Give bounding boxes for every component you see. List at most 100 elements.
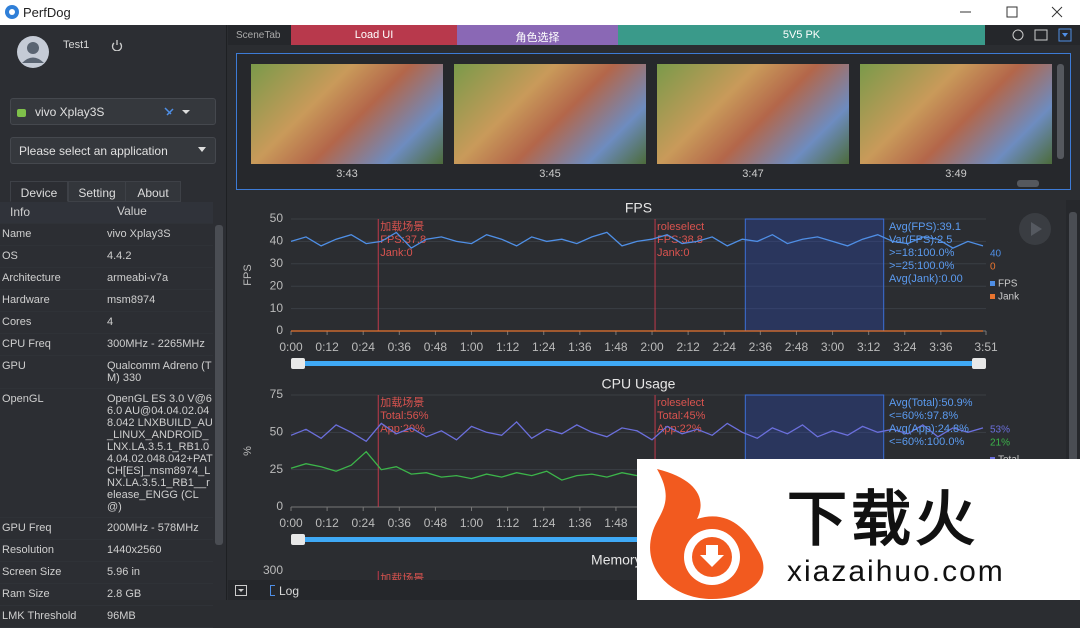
x-tick-label: 0:48 (424, 516, 448, 530)
marker-label: roleselect (657, 397, 704, 409)
info-row: Ram Size 2.8 GB (0, 584, 213, 606)
stat-label: >=18:100.0% (889, 247, 955, 259)
x-tick-label: 0:24 (352, 340, 376, 354)
x-tick-label: 0:24 (352, 516, 376, 530)
scene-tab[interactable]: 角色选择 (457, 25, 618, 45)
x-tick-label: 2:24 (713, 340, 737, 354)
device-name: vivo Xplay3S (35, 105, 105, 119)
x-tick-label: 0:36 (388, 340, 412, 354)
marker-label: 加载场景 (380, 219, 424, 233)
series-line (290, 420, 984, 443)
thumbnail[interactable] (251, 64, 443, 164)
x-tick-label: 2:00 (640, 340, 664, 354)
x-tick-label: 3:51 (974, 340, 998, 354)
thumbnail-time: 3:47 (742, 168, 764, 180)
info-key: GPU (2, 360, 26, 372)
info-value: 5.96 in (107, 566, 141, 578)
power-button[interactable] (111, 39, 123, 51)
y-axis-label: % (242, 446, 254, 456)
toolbar-icons[interactable] (1008, 27, 1078, 43)
info-row: Resolution 1440x2560 (0, 540, 213, 562)
info-value: Qualcomm Adreno (TM) 330 (107, 360, 212, 384)
y-tick-label: 25 (270, 462, 284, 476)
app-select[interactable]: Please select an application (10, 137, 216, 164)
scene-tab[interactable]: Load UI (291, 25, 457, 45)
info-key: Ram Size (2, 588, 50, 600)
device-select[interactable]: vivo Xplay3S (10, 98, 216, 125)
thumbnail[interactable] (454, 64, 646, 164)
title-bar: PerfDog (0, 0, 1080, 25)
time-slider[interactable] (296, 361, 981, 366)
info-value: OpenGL ES 3.0 V@66.0 AU@04.04.02.048.042… (107, 393, 213, 513)
info-row: GPU Qualcomm Adreno (TM) 330 (0, 356, 213, 389)
x-tick-label: 0:36 (388, 516, 412, 530)
marker-label: Jank:0 (657, 247, 689, 259)
screenshot-strip: 3:43 3:45 3:47 3:49 (236, 53, 1071, 190)
stat-label: <=60%:97.8% (889, 410, 958, 422)
x-tick-label: 1:48 (604, 516, 628, 530)
y-tick-label: 0 (276, 323, 283, 337)
y-tick-label: 30 (270, 256, 284, 270)
y-tick-label: 50 (270, 425, 284, 439)
scene-tab[interactable]: 5V5 PK (618, 25, 985, 45)
slider-handle[interactable] (972, 358, 986, 369)
info-key: Screen Size (2, 566, 62, 578)
marker-label: Total:56% (380, 410, 429, 422)
x-tick-label: 1:48 (604, 340, 628, 354)
info-key: Resolution (2, 544, 54, 556)
x-tick-label: 0:12 (315, 340, 339, 354)
info-row: Architecture armeabi-v7a (0, 268, 213, 290)
scrollbar[interactable] (215, 225, 223, 545)
thumbnail[interactable] (860, 64, 1052, 164)
chart-title: FPS (625, 200, 652, 216)
x-tick-label: 1:12 (496, 340, 520, 354)
info-row: LMK Threshold 96MB (0, 606, 213, 628)
stat-label: Avg(FPS):39.1 (889, 221, 961, 233)
y-tick-label: 40 (270, 234, 284, 248)
app-icon (5, 5, 19, 19)
strip-hscrollbar[interactable] (1017, 180, 1039, 187)
slider-handle[interactable] (291, 534, 305, 545)
y-tick-label: 20 (270, 278, 284, 292)
watermark-brand: 下载火 (787, 486, 979, 553)
series-line (290, 231, 984, 249)
y-tick-label: 0 (276, 499, 283, 513)
tab[interactable]: About (125, 181, 181, 202)
window-controls[interactable] (950, 0, 1080, 25)
x-tick-label: 2:36 (749, 340, 773, 354)
info-key: Hardware (2, 294, 50, 306)
marker-label: 加载场景 (380, 395, 424, 409)
info-value: 4 (107, 316, 114, 328)
x-tick-label: 3:00 (821, 340, 845, 354)
info-key: OS (2, 250, 18, 262)
marker-label: Total:45% (657, 410, 706, 422)
log-controls[interactable] (235, 585, 275, 597)
marker-label: 加载场景 (380, 571, 424, 580)
tab[interactable]: Device (10, 181, 68, 202)
device-info-table: Info Value Name vivo Xplay3S OS 4.4.2 Architec… (0, 202, 213, 628)
log-label: Log (279, 584, 300, 598)
info-value: 2.8 GB (107, 588, 142, 600)
info-key: OpenGL (2, 393, 44, 405)
info-value: 200MHz - 578MHz (107, 522, 199, 534)
slider-handle[interactable] (291, 358, 305, 369)
thumbnail[interactable] (657, 64, 849, 164)
tab[interactable]: Setting (68, 181, 126, 202)
x-tick-label: 1:12 (496, 516, 520, 530)
stat-label: Avg(Total):50.9% (889, 397, 973, 409)
y-axis-label: FPS (242, 264, 254, 285)
marker-label: App:20% (380, 423, 425, 435)
info-row: GPU Freq 200MHz - 578MHz (0, 518, 213, 540)
legend-swatch (990, 294, 995, 299)
info-value: armeabi-v7a (107, 272, 169, 284)
info-row: CPU Freq 300MHz - 2265MHz (0, 334, 213, 356)
play-button[interactable] (1018, 212, 1052, 246)
highlight-range (744, 218, 885, 332)
header-cell: Info (10, 205, 31, 219)
info-row: OS 4.4.2 (0, 246, 213, 268)
x-tick-label: 1:00 (460, 516, 484, 530)
info-value: 4.4.2 (107, 250, 132, 262)
user-name: Test1 (63, 39, 90, 51)
stat-label: Avg(Jank):0.00 (889, 273, 963, 285)
strip-scrollbar[interactable] (1057, 64, 1064, 159)
